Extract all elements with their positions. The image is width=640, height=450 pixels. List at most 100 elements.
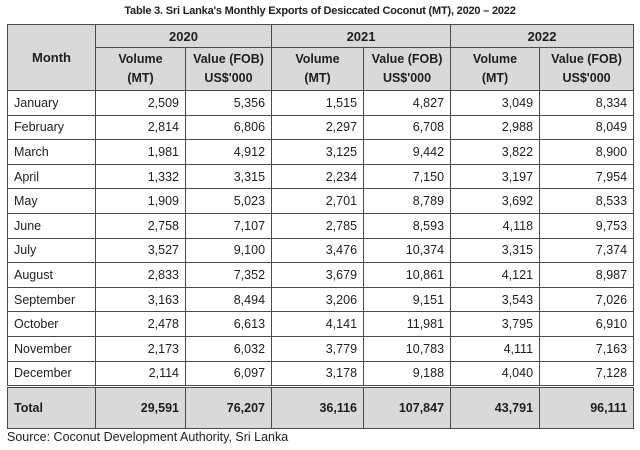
volume-cell: 3,679 <box>271 262 365 288</box>
value-cell: 5,356 <box>184 90 273 116</box>
value-cell: 6,097 <box>184 360 273 388</box>
volume-cell: 1,909 <box>95 188 186 214</box>
value-cell: 7,128 <box>539 360 635 388</box>
volume-cell: 2,701 <box>271 188 365 214</box>
volume-cell: 1,515 <box>271 90 365 116</box>
volume-cell: 2,478 <box>95 311 186 337</box>
month-cell: August <box>7 262 96 288</box>
volume-cell: 4,141 <box>271 311 365 337</box>
table-row: February 2,814 6,806 2,297 6,708 2,988 8,049 <box>7 114 635 141</box>
table-row: January 2,509 5,356 1,515 4,827 3,049 8,334 <box>7 90 635 116</box>
value-cell: 7,374 <box>539 237 635 264</box>
volume-cell: 3,206 <box>271 286 365 313</box>
exports-table: Month 2020 2021 2022 Volume (MT) Value (F… <box>7 24 635 430</box>
volume-cell: 2,297 <box>271 114 365 141</box>
value-cell: 4,912 <box>184 139 273 165</box>
value-cell: 10,374 <box>363 237 452 264</box>
month-cell: January <box>7 90 96 116</box>
value-cell: 11,981 <box>363 311 452 337</box>
table-body: January 2,509 5,356 1,515 4,827 3,049 8,334 Fe… <box>7 90 635 430</box>
volume-cell: 3,779 <box>271 335 365 362</box>
volume-cell: 3,795 <box>450 311 541 337</box>
total-row: Total 29,591 76,207 36,116 107,847 43,791 96,1… <box>7 385 635 430</box>
volume-unit: (MT) <box>304 71 331 85</box>
volume-cell: 2,173 <box>95 335 186 362</box>
table-row: June 2,758 7,107 2,785 8,593 4,118 9,753 <box>7 212 635 239</box>
volume-cell: 2,988 <box>450 114 541 141</box>
month-cell: October <box>7 311 96 337</box>
value-cell: 9,753 <box>539 212 635 239</box>
value-cell: 8,789 <box>363 188 452 214</box>
month-cell: September <box>7 286 96 313</box>
volume-label: Volume <box>118 52 163 66</box>
volume-cell: 2,814 <box>95 114 186 141</box>
value-cell: 8,533 <box>539 188 635 214</box>
month-cell: March <box>7 139 96 165</box>
value-cell: 9,151 <box>363 286 452 313</box>
value-label: Value (FOB) <box>193 52 264 66</box>
table-row: December 2,114 6,097 3,178 9,188 4,040 7,128 <box>7 360 635 388</box>
table-row: October 2,478 6,613 4,141 11,981 3,795 6,910 <box>7 311 635 337</box>
year-header: 2020 <box>94 24 273 48</box>
volume-cell: 3,692 <box>450 188 541 214</box>
volume-cell: 3,163 <box>95 286 186 313</box>
value-unit: US$'000 <box>382 71 432 85</box>
total-volume-cell: 43,791 <box>450 385 541 430</box>
volume-label: Volume <box>295 52 340 66</box>
volume-cell: 3,178 <box>271 360 365 388</box>
volume-column-header: Volume (MT) <box>271 47 365 91</box>
value-cell: 4,827 <box>363 90 452 116</box>
total-value-cell: 96,111 <box>539 385 635 430</box>
volume-cell: 3,543 <box>450 286 541 313</box>
value-cell: 6,613 <box>184 311 273 337</box>
total-volume-cell: 36,116 <box>271 385 365 430</box>
month-cell: December <box>7 360 96 388</box>
month-cell: April <box>7 163 96 190</box>
month-cell: June <box>7 212 96 239</box>
value-cell: 8,593 <box>363 212 452 239</box>
table-row: April 1,332 3,315 2,234 7,150 3,197 7,954 <box>7 163 635 190</box>
volume-cell: 3,527 <box>95 237 186 264</box>
value-unit: US$'000 <box>562 71 611 85</box>
value-cell: 8,987 <box>539 262 635 288</box>
month-cell: February <box>7 114 96 141</box>
value-cell: 7,026 <box>539 286 635 313</box>
year-header-row: Month 2020 2021 2022 <box>7 24 635 91</box>
value-cell: 7,107 <box>184 212 273 239</box>
volume-cell: 3,315 <box>450 237 541 264</box>
total-volume-cell: 29,591 <box>95 385 186 430</box>
month-column-header: Month <box>7 24 96 91</box>
month-cell: May <box>7 188 96 214</box>
value-cell: 8,900 <box>539 139 635 165</box>
value-column-header: Value (FOB) US$'000 <box>539 47 635 91</box>
value-cell: 8,334 <box>539 90 635 116</box>
volume-label: Volume <box>472 52 518 66</box>
volume-cell: 1,981 <box>95 139 186 165</box>
volume-column-header: Volume (MT) <box>95 47 186 91</box>
volume-cell: 2,509 <box>95 90 186 116</box>
volume-cell: 2,785 <box>271 212 365 239</box>
month-cell: November <box>7 335 96 362</box>
table-row: May 1,909 5,023 2,701 8,789 3,692 8,533 <box>7 188 635 214</box>
value-cell: 10,861 <box>363 262 452 288</box>
value-label: Value (FOB) <box>371 52 443 66</box>
volume-cell: 3,476 <box>271 237 365 264</box>
value-cell: 5,023 <box>184 188 273 214</box>
value-unit: US$'000 <box>204 71 253 85</box>
value-column-header: Value (FOB) US$'000 <box>363 47 452 91</box>
total-value-cell: 76,207 <box>184 385 273 430</box>
value-cell: 6,032 <box>184 335 273 362</box>
volume-cell: 3,822 <box>450 139 541 165</box>
month-cell: July <box>7 237 96 264</box>
table-caption: Table 3. Sri Lanka's Monthly Exports of … <box>124 5 516 17</box>
year-header: 2021 <box>271 24 452 48</box>
value-cell: 8,494 <box>184 286 273 313</box>
value-cell: 7,954 <box>539 163 635 190</box>
volume-cell: 2,833 <box>95 262 186 288</box>
volume-cell: 3,197 <box>450 163 541 190</box>
table-row: November 2,173 6,032 3,779 10,783 4,111 7,163 <box>7 335 635 362</box>
table-row: July 3,527 9,100 3,476 10,374 3,315 7,374 <box>7 237 635 264</box>
value-cell: 9,442 <box>363 139 452 165</box>
value-cell: 6,806 <box>184 114 273 141</box>
